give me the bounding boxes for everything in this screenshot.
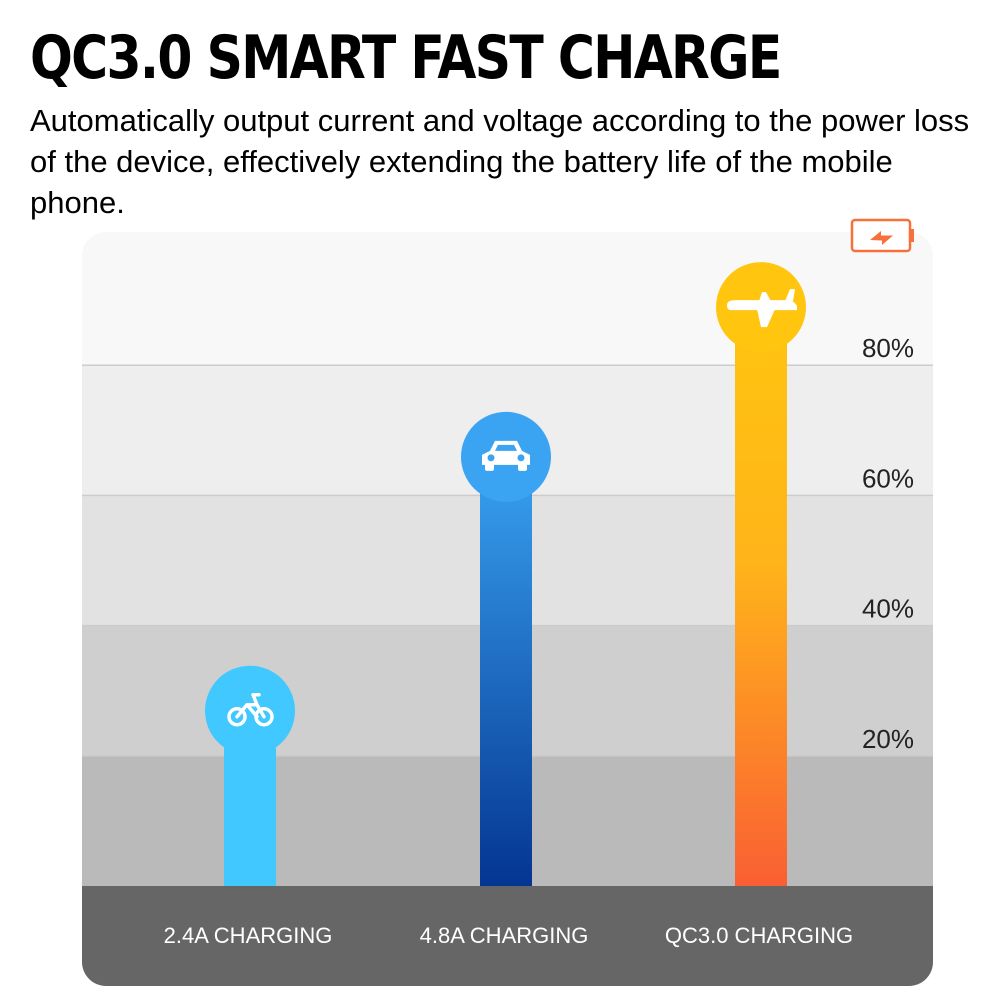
bar-3: [735, 300, 787, 887]
x-category-label: 2.4A CHARGING: [164, 923, 333, 948]
bicycle-icon: [227, 692, 274, 727]
page-title: QC3.0 SMART FAST CHARGE: [30, 23, 782, 93]
airplane-icon: [727, 289, 797, 328]
y-tick-label: 20%: [862, 724, 914, 754]
page-subtitle: Automatically output current and voltage…: [30, 103, 970, 220]
chart-base-strip: [82, 886, 933, 986]
bar-2: [480, 449, 532, 886]
battery-charging-icon: [850, 218, 914, 253]
chart-band-top: [82, 232, 933, 366]
y-tick-label: 40%: [862, 594, 914, 624]
x-category-label: 4.8A CHARGING: [420, 923, 589, 948]
y-tick-label: 80%: [862, 333, 914, 363]
x-category-label: QC3.0 CHARGING: [665, 923, 853, 948]
car-icon: [482, 440, 530, 471]
y-tick-label: 60%: [862, 463, 914, 493]
